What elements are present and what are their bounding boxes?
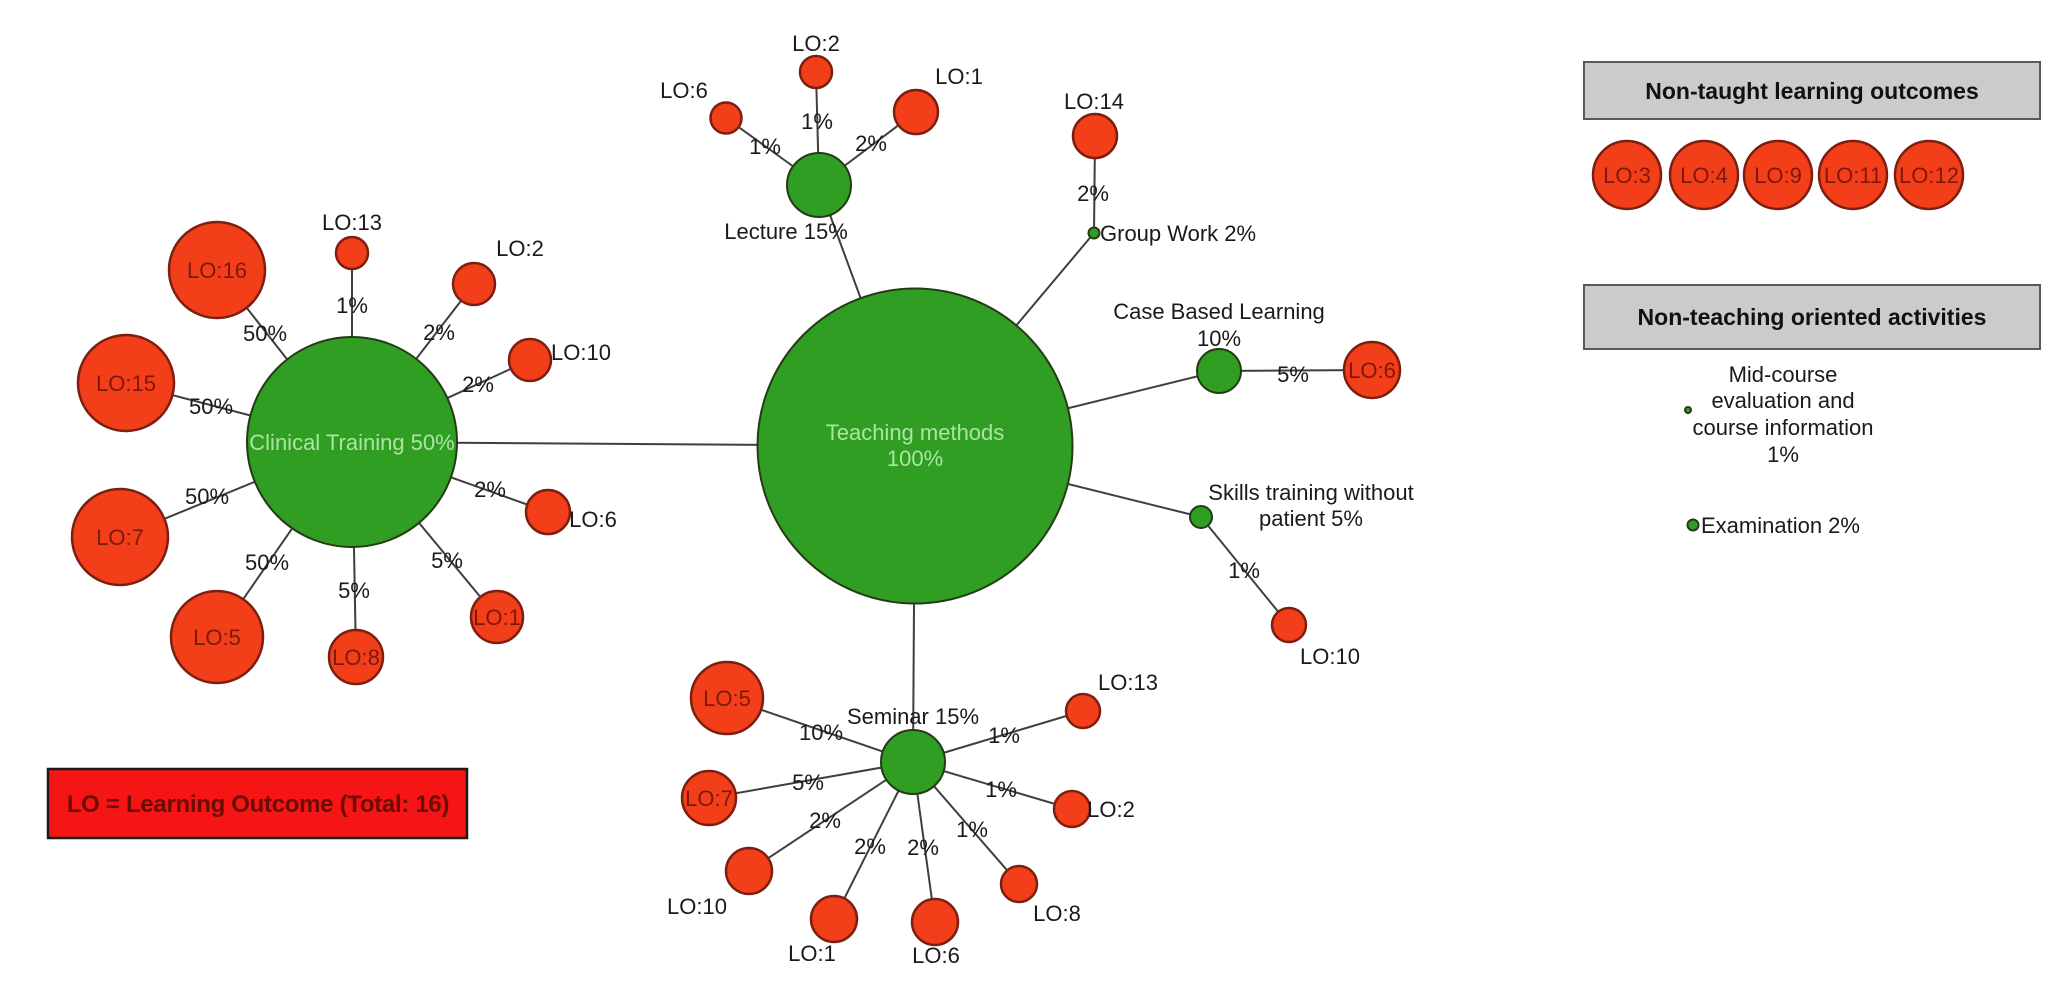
svg-text:LO:13: LO:13 — [1098, 670, 1158, 695]
svg-text:LO:2: LO:2 — [496, 236, 544, 261]
svg-text:Non-teaching oriented activiti: Non-teaching oriented activities — [1638, 304, 1987, 330]
svg-text:2%: 2% — [1077, 181, 1109, 206]
svg-text:Mid-course: Mid-course — [1729, 362, 1838, 387]
svg-text:1%: 1% — [1767, 442, 1799, 467]
svg-text:LO:5: LO:5 — [193, 625, 241, 650]
svg-text:patient 5%: patient 5% — [1259, 506, 1363, 531]
svg-text:LO:10: LO:10 — [551, 340, 611, 365]
svg-text:LO:5: LO:5 — [703, 686, 751, 711]
svg-text:course information: course information — [1693, 415, 1874, 440]
svg-text:LO:2: LO:2 — [792, 31, 840, 56]
svg-text:10%: 10% — [1197, 326, 1241, 351]
svg-text:1%: 1% — [749, 134, 781, 159]
svg-text:Examination 2%: Examination 2% — [1701, 513, 1860, 538]
svg-text:LO:4: LO:4 — [1680, 163, 1728, 188]
svg-text:10%: 10% — [799, 720, 843, 745]
svg-text:5%: 5% — [792, 770, 824, 795]
svg-text:LO:8: LO:8 — [332, 645, 380, 670]
svg-text:50%: 50% — [243, 321, 287, 346]
svg-text:100%: 100% — [887, 446, 943, 471]
svg-text:1%: 1% — [336, 293, 368, 318]
svg-text:2%: 2% — [855, 131, 887, 156]
svg-text:1%: 1% — [985, 777, 1017, 802]
svg-text:2%: 2% — [907, 835, 939, 860]
svg-text:LO:6: LO:6 — [569, 507, 617, 532]
svg-text:LO:15: LO:15 — [96, 371, 156, 396]
svg-text:LO:12: LO:12 — [1899, 163, 1959, 188]
svg-text:2%: 2% — [474, 477, 506, 502]
svg-text:LO:6: LO:6 — [1348, 358, 1396, 383]
svg-text:1%: 1% — [988, 723, 1020, 748]
svg-text:Case Based Learning: Case Based Learning — [1113, 299, 1325, 324]
svg-text:LO:7: LO:7 — [685, 786, 733, 811]
svg-text:2%: 2% — [854, 834, 886, 859]
svg-text:LO:6: LO:6 — [912, 943, 960, 968]
svg-text:50%: 50% — [185, 484, 229, 509]
svg-text:Lecture 15%: Lecture 15% — [724, 219, 848, 244]
svg-text:Teaching methods: Teaching methods — [826, 420, 1005, 445]
svg-text:Skills training without: Skills training without — [1208, 480, 1413, 505]
svg-text:evaluation and: evaluation and — [1711, 388, 1854, 413]
svg-text:Group Work 2%: Group Work 2% — [1100, 221, 1256, 246]
svg-text:2%: 2% — [423, 320, 455, 345]
svg-text:Non-taught learning outcomes: Non-taught learning outcomes — [1645, 78, 1979, 104]
svg-text:LO:10: LO:10 — [667, 894, 727, 919]
svg-text:5%: 5% — [431, 548, 463, 573]
svg-text:LO:1: LO:1 — [935, 64, 983, 89]
svg-text:LO:14: LO:14 — [1064, 89, 1124, 114]
svg-text:LO:9: LO:9 — [1754, 163, 1802, 188]
svg-text:LO:10: LO:10 — [1300, 644, 1360, 669]
svg-text:LO:1: LO:1 — [788, 941, 836, 966]
svg-text:LO:16: LO:16 — [187, 258, 247, 283]
svg-text:LO:6: LO:6 — [660, 78, 708, 103]
svg-text:LO = Learning Outcome (Total:: LO = Learning Outcome (Total: 16) — [67, 791, 449, 818]
svg-text:1%: 1% — [801, 109, 833, 134]
svg-text:LO:1: LO:1 — [473, 605, 521, 630]
svg-text:LO:13: LO:13 — [322, 210, 382, 235]
svg-text:1%: 1% — [1228, 558, 1260, 583]
svg-text:5%: 5% — [1277, 362, 1309, 387]
svg-text:LO:8: LO:8 — [1033, 901, 1081, 926]
svg-text:LO:7: LO:7 — [96, 525, 144, 550]
svg-text:LO:11: LO:11 — [1824, 163, 1882, 188]
svg-text:LO:3: LO:3 — [1603, 163, 1651, 188]
svg-text:LO:2: LO:2 — [1087, 797, 1135, 822]
svg-text:2%: 2% — [809, 808, 841, 833]
svg-text:5%: 5% — [338, 578, 370, 603]
svg-text:2%: 2% — [462, 372, 494, 397]
svg-text:1%: 1% — [956, 817, 988, 842]
svg-text:50%: 50% — [189, 394, 233, 419]
svg-text:Seminar 15%: Seminar 15% — [847, 704, 979, 729]
svg-text:Clinical Training 50%: Clinical Training 50% — [249, 430, 454, 455]
svg-text:50%: 50% — [245, 550, 289, 575]
